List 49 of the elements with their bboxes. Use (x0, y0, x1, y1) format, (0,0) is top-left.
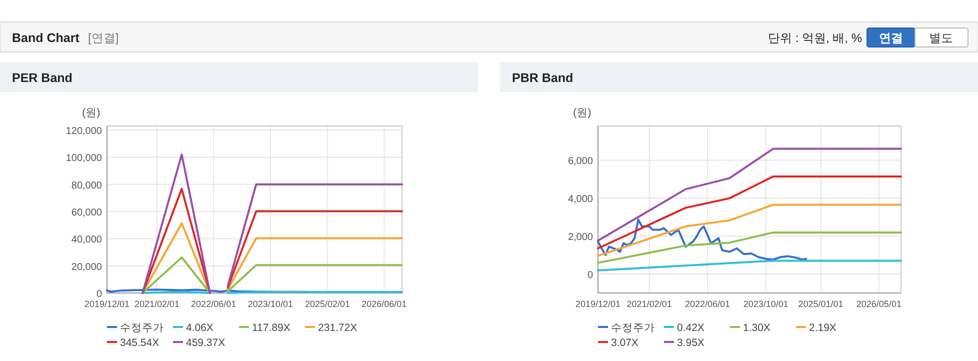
x-tick-label: 2023/10/01 (248, 299, 293, 309)
x-tick-label: 2022/06/01 (191, 299, 236, 309)
chart-title: PER Band (12, 71, 72, 85)
x-tick-label: 2022/06/01 (684, 299, 730, 309)
legend-label: 459.37X (186, 337, 226, 349)
legend-label: 117.89X (252, 322, 290, 334)
y-tick-label: 20,000 (71, 262, 102, 273)
y-tick-label: 100,000 (66, 153, 102, 164)
y-tick-label: 120,000 (66, 126, 102, 138)
y-tick-label: 6,000 (568, 156, 594, 168)
y-tick-label: 0 (587, 270, 594, 282)
x-tick-label: 2026/05/01 (856, 299, 902, 309)
legend-label: 3.95X (677, 337, 704, 349)
legend-label: 3.07X (611, 337, 638, 349)
legend-label: 수정주가 (611, 322, 655, 334)
x-tick-label: 2019/12/01 (575, 299, 621, 309)
text: 연결 (879, 31, 903, 45)
text: 별도 (929, 31, 953, 45)
legend-label: 수정주가 (120, 322, 164, 334)
x-tick-label: 2026/06/01 (362, 299, 407, 309)
x-tick-label: 2025/02/01 (304, 299, 350, 309)
y-tick-label: 4,000 (568, 194, 594, 206)
x-tick-label: 2021/02/01 (134, 299, 180, 309)
y-tick-label: 80,000 (71, 180, 102, 192)
y-tick-label: 2,000 (568, 232, 594, 244)
text: Band Chart (12, 31, 80, 45)
chart-title: PBR Band (512, 71, 574, 85)
legend-label: 345.54X (120, 337, 160, 349)
legend-label: 2.19X (809, 322, 836, 334)
legend-label: 4.06X (186, 322, 214, 334)
y-tick-label: 0 (96, 289, 102, 300)
legend-label: 1.30X (743, 322, 770, 334)
line-series (597, 148, 902, 242)
y-axis-title: (원) (82, 107, 100, 119)
x-tick-label: 2019/12/01 (84, 299, 130, 309)
y-axis-title: (원) (573, 107, 592, 119)
text: [연결] (88, 31, 119, 45)
x-tick-label: 2021/02/01 (626, 299, 672, 309)
line-series (597, 204, 902, 257)
y-tick-label: 60,000 (71, 208, 102, 219)
x-tick-label: 2023/10/01 (743, 299, 788, 309)
line-series (597, 175, 902, 250)
legend-label: 231.72X (318, 322, 358, 334)
y-tick-label: 40,000 (71, 234, 102, 246)
x-tick-label: 2025/01/01 (798, 299, 844, 309)
line-series (597, 218, 808, 261)
line-series (597, 231, 902, 264)
legend-label: 0.42X (677, 322, 704, 334)
text: 단위 : 억원, 배, % (768, 31, 862, 45)
